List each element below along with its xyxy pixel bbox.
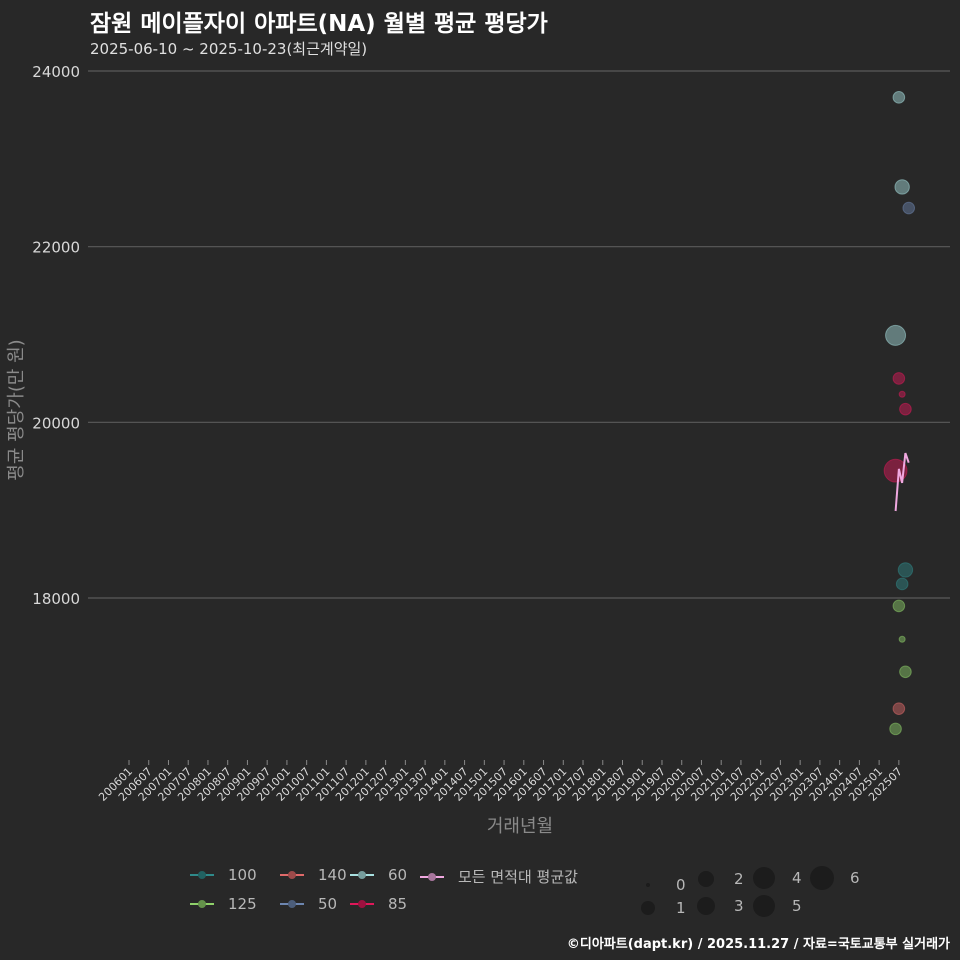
size-legend-item: 2 — [698, 870, 744, 888]
size-circle-icon — [698, 871, 714, 887]
size-legend-item: 1 — [641, 899, 686, 917]
legend-key-icon — [420, 870, 444, 884]
data-point-60[interactable] — [885, 324, 907, 346]
legend-key-icon — [350, 897, 374, 911]
data-point-60[interactable] — [892, 91, 906, 104]
y-tick-label: 20000 — [32, 414, 80, 432]
size-legend-label: 4 — [792, 869, 802, 887]
size-legend-item: 0 — [646, 876, 686, 894]
size-circle-icon — [646, 883, 650, 887]
footer-credit: ©디아파트(dapt.kr) / 2025.11.27 / 자료=국토교통부 실… — [566, 937, 950, 952]
size-legend-label: 1 — [676, 899, 686, 917]
x-axis: 2006012006072007012007072008012008072009… — [96, 760, 905, 804]
size-legend-label: 6 — [850, 869, 860, 887]
legend-key-icon — [280, 897, 304, 911]
legend-key-icon — [350, 868, 374, 882]
size-legend-label: 0 — [676, 876, 686, 894]
size-legend-item: 6 — [810, 866, 860, 890]
legend-label: 140 — [318, 866, 347, 884]
data-points — [883, 91, 916, 736]
size-legend-label: 5 — [792, 897, 802, 915]
legend-item[interactable]: 50 — [280, 895, 337, 913]
data-point-60[interactable] — [894, 179, 910, 195]
grid-lines — [88, 70, 950, 599]
legend-label: 60 — [388, 866, 408, 884]
y-tick-label: 22000 — [32, 239, 80, 257]
data-point-125[interactable] — [899, 665, 912, 679]
y-tick-label: 24000 — [32, 63, 80, 81]
legend-item[interactable]: 125 — [190, 895, 257, 913]
legend-label: 85 — [388, 895, 408, 913]
data-point-85[interactable] — [898, 390, 906, 398]
size-legend-label: 2 — [734, 870, 744, 888]
size-legend-item: 4 — [753, 867, 802, 889]
size-circle-icon — [697, 897, 715, 915]
size-legend-label: 3 — [734, 897, 744, 915]
legend-key-icon — [280, 868, 304, 882]
legend-key-icon — [190, 897, 214, 911]
legend-label: 125 — [228, 895, 257, 913]
y-tick-label: 18000 — [32, 590, 80, 608]
legend-item[interactable]: 60 — [350, 866, 407, 884]
legend-label: 모든 면적대 평균값 — [458, 868, 578, 886]
legend-label: 100 — [228, 866, 257, 884]
legend-item[interactable]: 모든 면적대 평균값 — [420, 866, 578, 887]
data-point-100[interactable] — [897, 562, 914, 578]
legend-item[interactable]: 85 — [350, 895, 407, 913]
size-circle-icon — [641, 901, 655, 915]
y-axis-title: 평균 평당가(만 원) — [6, 339, 27, 480]
data-point-125[interactable] — [898, 635, 906, 643]
average-line-path — [894, 452, 910, 512]
y-axis: 18000 20000 22000 24000 — [32, 63, 80, 608]
data-point-140[interactable] — [892, 702, 906, 715]
average-line — [894, 452, 910, 512]
data-point-125[interactable] — [892, 599, 906, 613]
chart-title: 잠원 메이플자이 아파트(NA) 월별 평균 평당가 — [90, 11, 548, 37]
chart-subtitle: 2025-06-10 ~ 2025-10-23(최근계약일) — [90, 40, 368, 58]
data-point-50[interactable] — [902, 201, 916, 215]
legend-key-icon — [190, 868, 214, 882]
plot-area: 18000 20000 22000 24000 2006012006072007012… — [6, 63, 950, 837]
size-circle-icon — [810, 866, 834, 890]
size-circle-icon — [753, 895, 775, 917]
data-point-85[interactable] — [892, 372, 906, 385]
legend-label: 50 — [318, 895, 338, 913]
data-point-85[interactable] — [899, 402, 912, 416]
size-legend-item: 5 — [753, 895, 802, 917]
legend-item[interactable]: 140 — [280, 866, 347, 884]
size-circle-icon — [753, 867, 775, 889]
size-legend-item: 3 — [697, 897, 744, 915]
data-point-100[interactable] — [895, 577, 909, 591]
data-point-125[interactable] — [889, 722, 902, 736]
x-axis-title: 거래년월 — [487, 816, 553, 837]
legend-item[interactable]: 100 — [190, 866, 257, 884]
